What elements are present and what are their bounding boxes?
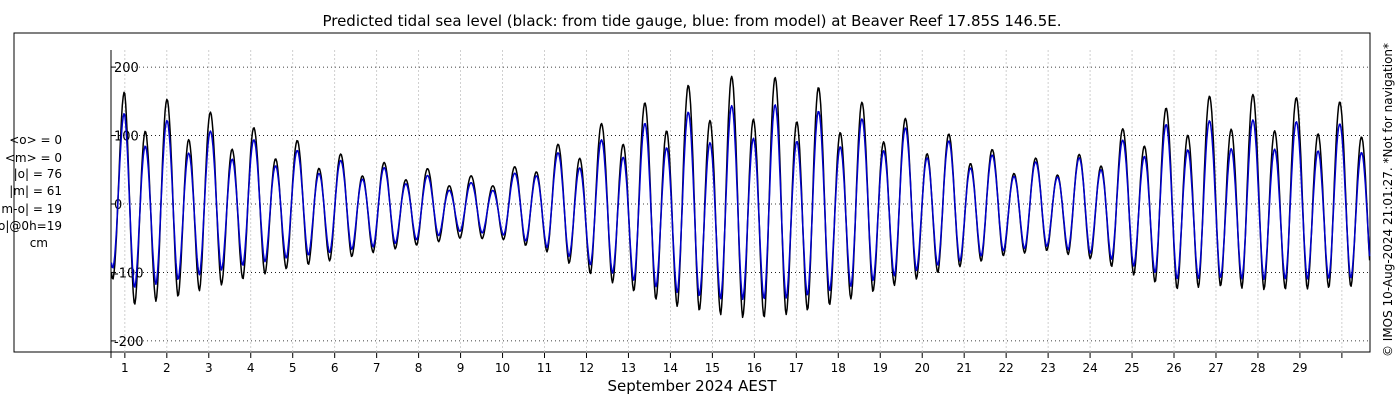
y-tick-label: -100 [114,266,144,281]
stat-mean-model: <m> = 0 [4,151,62,165]
grid-lines [111,50,1370,358]
x-tick-label: 21 [957,361,972,375]
x-tick-label: 14 [663,361,678,375]
x-tick-label: 29 [1292,361,1307,375]
chart-title: Predicted tidal sea level (black: from t… [322,12,1061,30]
x-tick-label: 25 [1124,361,1139,375]
x-tick-label: 24 [1082,361,1097,375]
x-tick-label: 2 [163,361,171,375]
x-tick-label: 9 [457,361,465,375]
x-tick-label: 10 [495,361,510,375]
x-tick-label: 18 [831,361,846,375]
x-axis-label: September 2024 AEST [607,377,777,395]
x-tick-label: 17 [789,361,804,375]
stat-abs-diff: |m-o| = 19 [0,202,62,216]
x-tick-label: 27 [1208,361,1223,375]
stat-mean-obs: <o> = 0 [9,133,62,147]
model-series-line [110,104,1371,301]
x-tick-label: 5 [289,361,297,375]
x-tick-label: 23 [1040,361,1055,375]
x-tick-label: 26 [1166,361,1181,375]
x-tick-label: 16 [747,361,762,375]
x-tick-label: 15 [705,361,720,375]
x-tick-label: 22 [999,361,1014,375]
stat-units: cm [29,236,48,250]
stat-abs-obs: |o| = 76 [13,167,62,181]
y-tick-label: 200 [114,61,139,76]
x-tick-label: 11 [537,361,552,375]
y-tick-label: -200 [114,335,144,350]
x-tick-label: 12 [579,361,594,375]
x-tick-label: 1 [121,361,129,375]
x-tick-label: 6 [331,361,339,375]
x-tick-label: 20 [915,361,930,375]
x-tick-label: 3 [205,361,213,375]
x-tick-label: 8 [415,361,423,375]
x-tick-label: 19 [873,361,888,375]
stat-abs-diff-0h: |m-o|@0h=19 [0,219,62,233]
outer-frame [13,32,1371,353]
stat-abs-model: |m| = 61 [9,184,62,198]
x-axis-ticks: 1 2 3 4 5 6 7 8 9 10 11 12 13 14 15 16 17 18 19 20 21 22 23 24 2… [121,353,1343,375]
footer-note: © IMOS 10-Aug-2024 21:01:27. *Not for na… [1381,43,1395,357]
x-tick-label: 7 [373,361,381,375]
x-tick-label: 4 [247,361,255,375]
x-tick-label: 28 [1250,361,1265,375]
x-tick-label: 13 [621,361,636,375]
